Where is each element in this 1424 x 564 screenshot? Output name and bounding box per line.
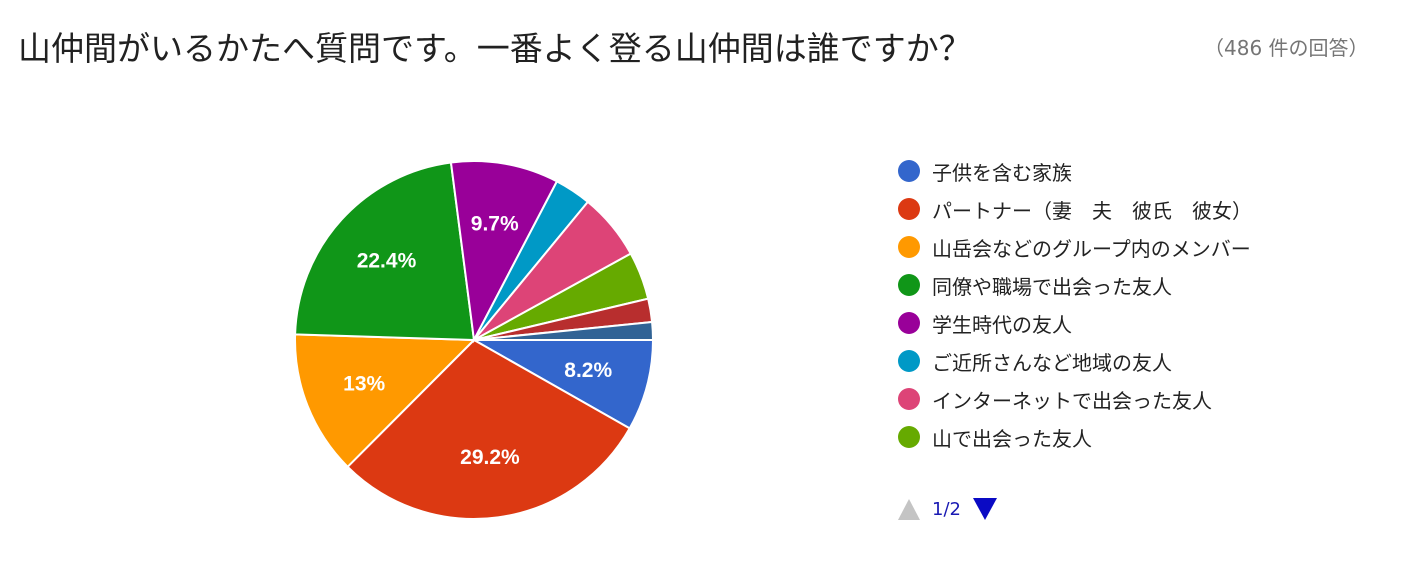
legend-swatch (898, 274, 920, 296)
legend-swatch (898, 198, 920, 220)
pie-slice[interactable] (294, 161, 476, 342)
slice-percent-label: 29.2% (460, 446, 520, 469)
legend-label: 学生時代の友人 (932, 312, 1072, 337)
pie-slice[interactable] (294, 333, 477, 469)
legend-label: 山で出会った友人 (932, 426, 1092, 451)
slice-percent-label: 9.7% (471, 213, 519, 236)
slice-percent-label: 13% (343, 373, 385, 396)
legend-swatch (898, 160, 920, 182)
legend-label: 子供を含む家族 (932, 160, 1072, 185)
pie-slice[interactable] (470, 339, 655, 430)
pager-page-text: 1/2 (932, 498, 961, 520)
legend-label: ご近所さんなど地域の友人 (932, 350, 1172, 375)
legend-item[interactable]: パートナー（妻 夫 彼氏 彼女） (898, 194, 1252, 224)
response-count: （486 件の回答） (1204, 36, 1369, 60)
legend-item[interactable]: インターネットで出会った友人 (898, 384, 1212, 414)
legend-label: 同僚や職場で出会った友人 (932, 274, 1172, 299)
legend-item[interactable]: 子供を含む家族 (898, 156, 1072, 186)
legend-swatch (898, 388, 920, 410)
pie-slice[interactable] (449, 160, 559, 344)
pie-slices (294, 160, 655, 520)
legend-label: インターネットで出会った友人 (932, 388, 1212, 413)
legend-item[interactable]: 同僚や職場で出会った友人 (898, 270, 1172, 300)
legend-item[interactable]: ご近所さんなど地域の友人 (898, 346, 1172, 376)
legend-swatch (898, 426, 920, 448)
legend-item[interactable]: 学生時代の友人 (898, 308, 1072, 338)
legend-pager: 1/2 (898, 494, 997, 524)
legend-label: 山岳会などのグループ内のメンバー (932, 236, 1251, 261)
slice-percent-label: 22.4% (357, 250, 417, 273)
slice-percent-label: 8.2% (564, 359, 612, 382)
legend-item[interactable]: 山岳会などのグループ内のメンバー (898, 232, 1251, 262)
chart-title: 山仲間がいるかたへ質問です。一番よく登る山仲間は誰ですか？ (18, 29, 972, 68)
legend-item[interactable]: 山で出会った友人 (898, 422, 1092, 452)
triangle-up-icon (898, 498, 920, 520)
pie-slice-labels: 8.2% 29.2% 13% 22.4% 9.7% (343, 213, 612, 469)
pie-slice[interactable] (473, 320, 655, 341)
legend-swatch (898, 312, 920, 334)
legend-swatch (898, 236, 920, 258)
legend-label: パートナー（妻 夫 彼氏 彼女） (932, 198, 1252, 223)
legend-swatch (898, 350, 920, 372)
triangle-down-icon[interactable] (972, 498, 997, 520)
pie-slice[interactable] (346, 338, 632, 520)
